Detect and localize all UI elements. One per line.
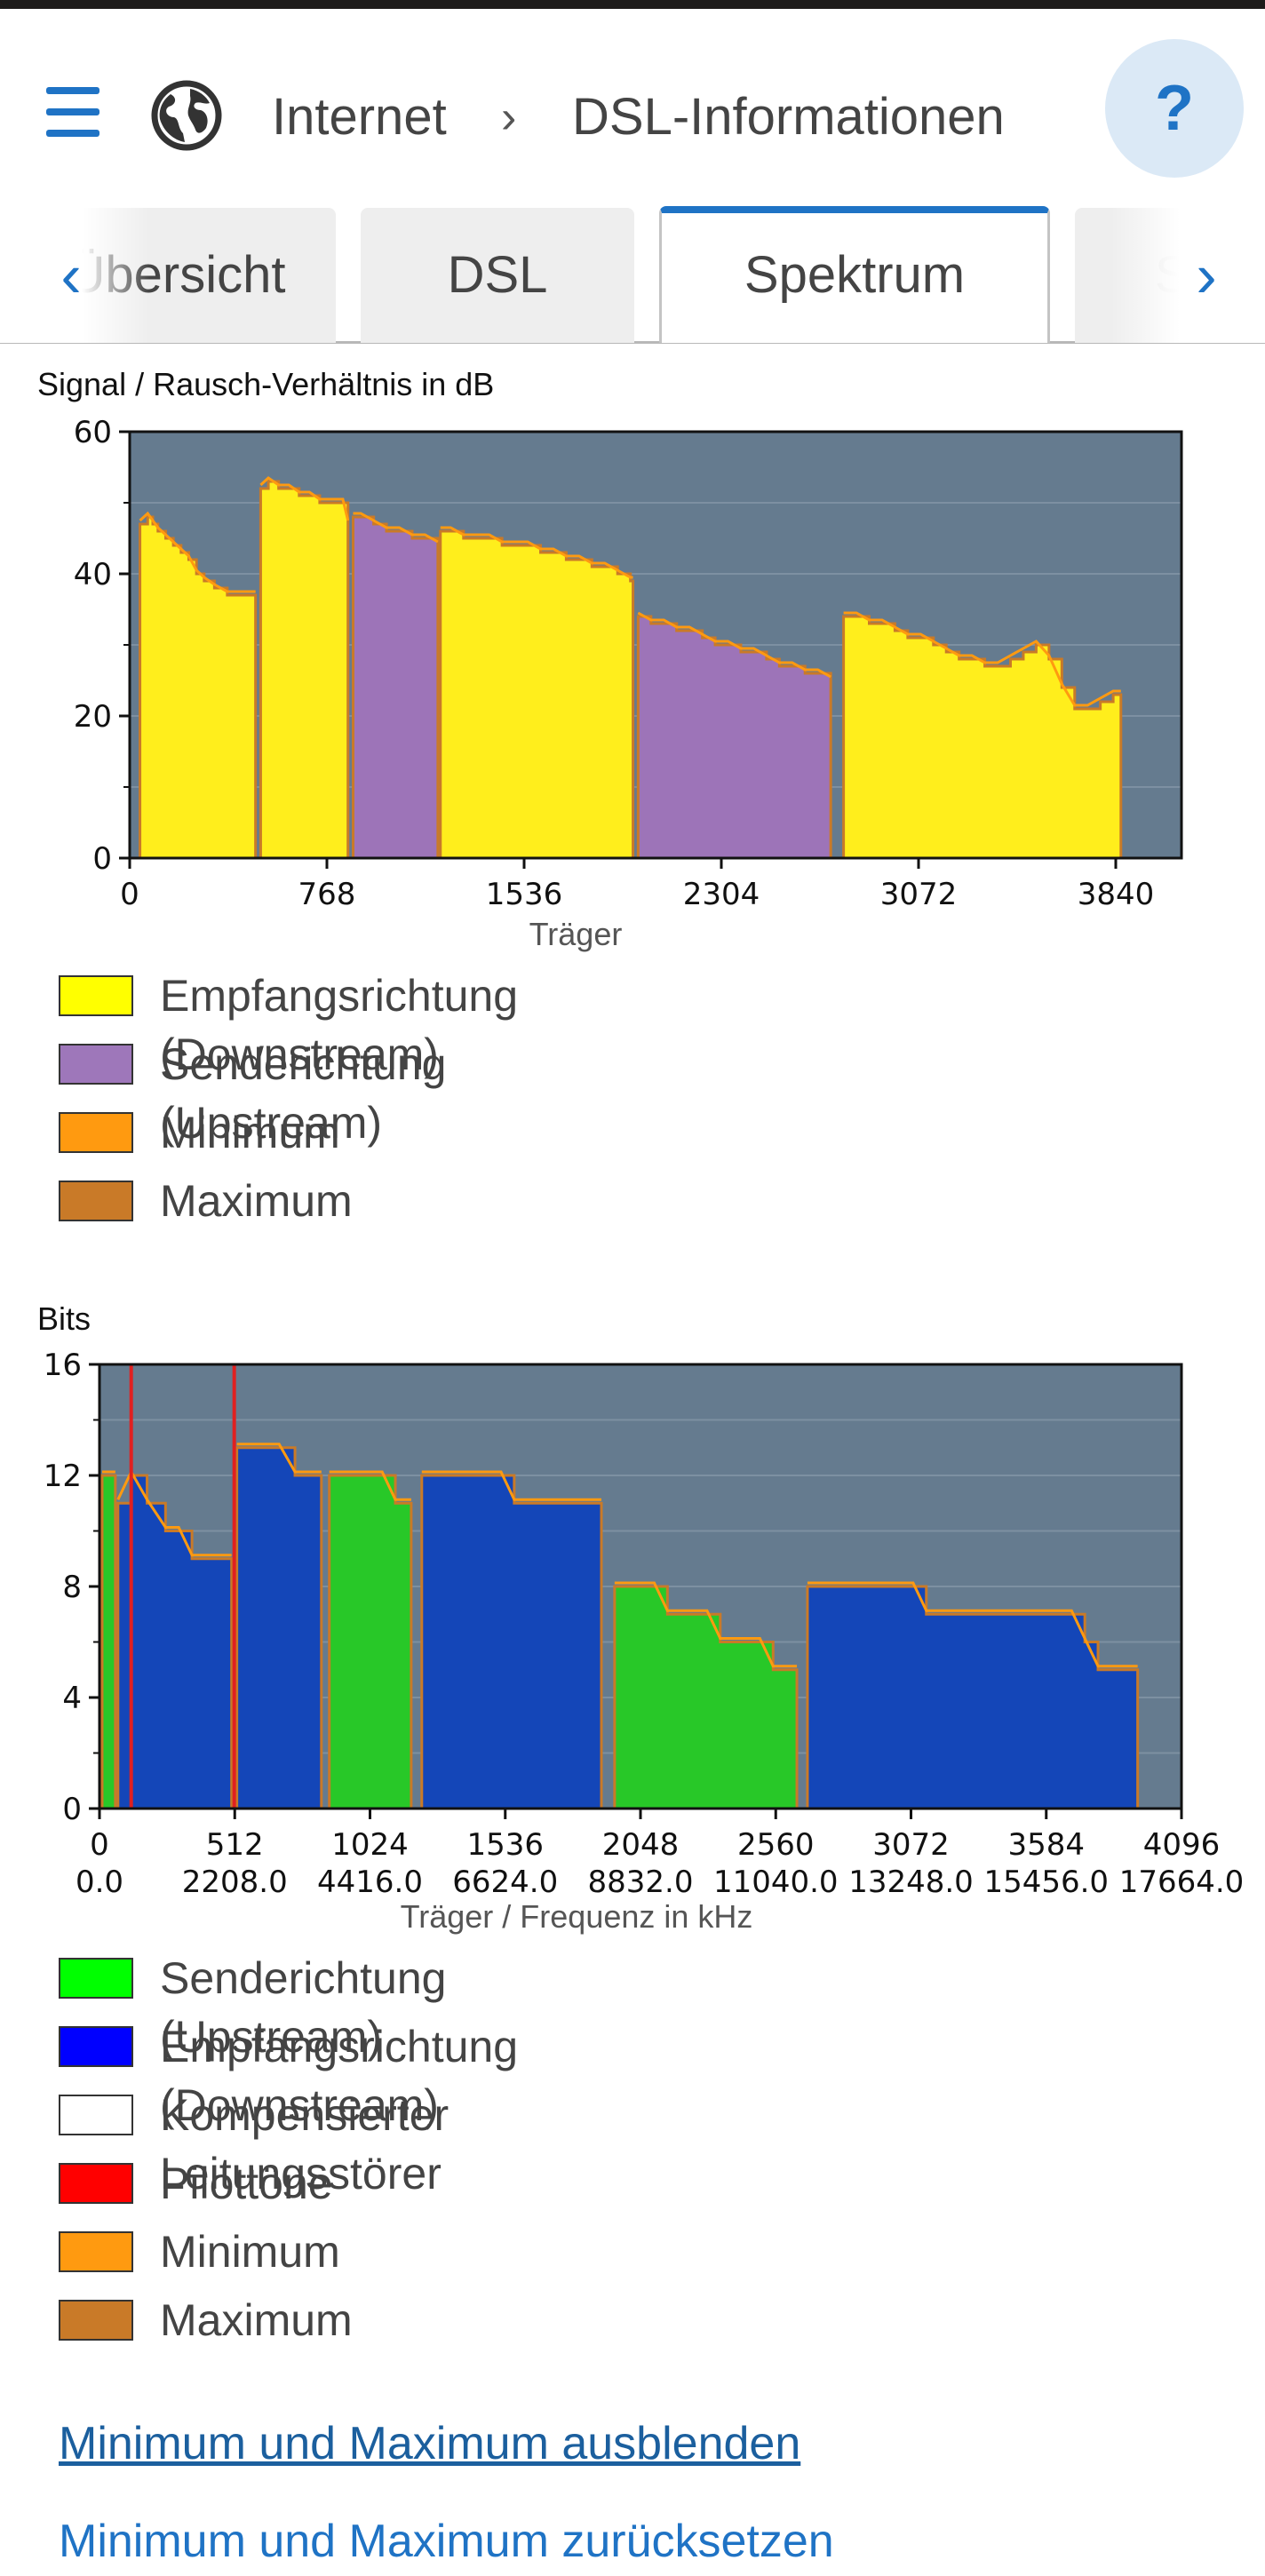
band-downstream-3: [439, 529, 635, 860]
y-tick-label: 0: [92, 841, 112, 877]
bits-chart-title: Bits: [37, 1300, 91, 1337]
x-tick-label: 512: [206, 1827, 264, 1863]
x-tick-label: 3072: [872, 1827, 950, 1863]
hamburger-menu-icon[interactable]: [41, 82, 105, 146]
x-tick-label-khz: 4416.0: [317, 1864, 423, 1900]
tab-fade-left: [0, 204, 149, 343]
x-tick-label-khz: 11040.0: [713, 1864, 839, 1900]
max-line-5: [614, 1581, 798, 1668]
snr-chart-title: Signal / Rausch-Verhältnis in dB: [37, 366, 495, 402]
x-tick-label-khz: 15456.0: [983, 1864, 1109, 1900]
legend-label: Senderichtung (Upstream): [160, 1039, 447, 1148]
app-header: Internet › DSL-Informationen ?: [0, 9, 1265, 204]
legend-label: Maximum: [160, 2295, 353, 2345]
legend-swatch: [59, 2163, 133, 2204]
x-tick-label: 0: [90, 1827, 109, 1863]
globe-icon: [151, 80, 222, 151]
max-line-2: [236, 1443, 322, 1474]
band-upstream-3: [328, 1474, 413, 1810]
max-line-1: [116, 1468, 232, 1557]
max-line-1: [259, 476, 350, 521]
x-tick-label: 1536: [466, 1827, 544, 1863]
legend-swatch: [59, 2026, 133, 2067]
legend-label: Minimum: [160, 2227, 340, 2277]
x-tick-label: 2304: [683, 877, 760, 912]
x-tick-label-khz: 2208.0: [182, 1864, 288, 1900]
tab-spektrum[interactable]: Spektrum: [659, 206, 1050, 343]
y-tick-label: 20: [74, 699, 112, 735]
x-tick-label-khz: 17664.0: [1119, 1864, 1245, 1900]
y-tick-label: 0: [62, 1792, 82, 1827]
x-tick-label-khz: 6624.0: [452, 1864, 558, 1900]
help-button[interactable]: ?: [1105, 39, 1244, 178]
band-upstream-5: [613, 1585, 799, 1810]
max-line-0: [139, 511, 256, 593]
max-line-5: [843, 611, 1121, 707]
x-tick-label-khz: 8832.0: [588, 1864, 694, 1900]
page-title: DSL-Informationen: [572, 88, 1005, 146]
breadcrumb-internet[interactable]: Internet: [272, 88, 447, 146]
legend-swatch: [59, 1044, 133, 1085]
tab-bar: Übersicht DSL Spektrum Stat ‹ ›: [0, 204, 1265, 345]
x-axis-label: Träger / Frequenz in kHz: [401, 1898, 753, 1935]
max-line-4: [421, 1470, 601, 1501]
legend-swatch: [59, 2231, 133, 2272]
y-tick-label: 8: [62, 1570, 82, 1605]
x-tick-label: 2560: [737, 1827, 815, 1863]
x-tick-label: 3072: [880, 877, 958, 912]
y-tick-label: 60: [74, 415, 112, 450]
breadcrumb-separator: ›: [501, 91, 517, 143]
tab-dsl[interactable]: DSL: [361, 208, 634, 343]
max-line-2: [353, 512, 439, 544]
y-tick-label: 16: [44, 1348, 82, 1383]
legend-swatch: [59, 2095, 133, 2135]
max-line-3: [440, 526, 633, 579]
tab-fade-right: [1110, 204, 1265, 343]
band-downstream-2: [235, 1446, 323, 1810]
legend-label: Senderichtung (Upstream): [160, 1953, 447, 2062]
legend-swatch: [59, 1181, 133, 1221]
legend-label: Empfangsrichtung (Downstream): [160, 2022, 519, 2130]
legend-label: Empfangsrichtung (Downstream): [160, 971, 519, 1079]
legend-swatch: [59, 2300, 133, 2341]
x-tick-label-khz: 0.0: [76, 1864, 123, 1900]
x-tick-label: 1024: [331, 1827, 409, 1863]
x-tick-label-khz: 13248.0: [848, 1864, 974, 1900]
x-axis-label: Träger: [529, 916, 623, 952]
chevron-right-icon[interactable]: ›: [1196, 241, 1217, 310]
x-tick-label: 3840: [1078, 877, 1155, 912]
legend-label: Pilottöne: [160, 2159, 333, 2208]
legend-swatch: [59, 1958, 133, 1999]
y-tick-label: 40: [74, 557, 112, 592]
status-strip: [0, 0, 1265, 9]
band-downstream-4: [420, 1474, 603, 1810]
band-downstream-1: [259, 480, 350, 860]
x-tick-label: 4096: [1143, 1827, 1221, 1863]
x-tick-label: 1536: [486, 877, 563, 912]
max-line-4: [637, 611, 831, 679]
legend-label: Minimum: [160, 1108, 340, 1157]
bits-chart: 048121600.05122208.010244416.015366624.0…: [44, 1348, 1245, 1935]
y-tick-label: 12: [44, 1459, 82, 1494]
legend-label: Kompensierter Leitungsstörer: [160, 2090, 450, 2198]
max-line-3: [329, 1470, 411, 1501]
y-tick-label: 4: [62, 1681, 82, 1716]
x-tick-label: 768: [298, 877, 356, 912]
snr-chart: 0 20 40 60 0 768 1536 2304 3072 3840 Träger: [74, 415, 1183, 952]
legend-label: Maximum: [160, 1176, 353, 1226]
max-line-6: [807, 1581, 1138, 1668]
legend-swatch: [59, 1112, 133, 1153]
band-upstream-0: [100, 1474, 117, 1810]
chevron-left-icon[interactable]: ‹: [60, 241, 82, 310]
hide-minmax-link[interactable]: Minimum und Maximum ausblenden: [59, 2418, 801, 2469]
x-tick-label: 2048: [602, 1827, 680, 1863]
x-tick-label: 0: [120, 877, 139, 912]
legend-swatch: [59, 975, 133, 1016]
x-tick-label: 3584: [1007, 1827, 1085, 1863]
band-upstream-2: [351, 515, 440, 860]
reset-minmax-link[interactable]: Minimum und Maximum zurücksetzen: [59, 2516, 834, 2567]
